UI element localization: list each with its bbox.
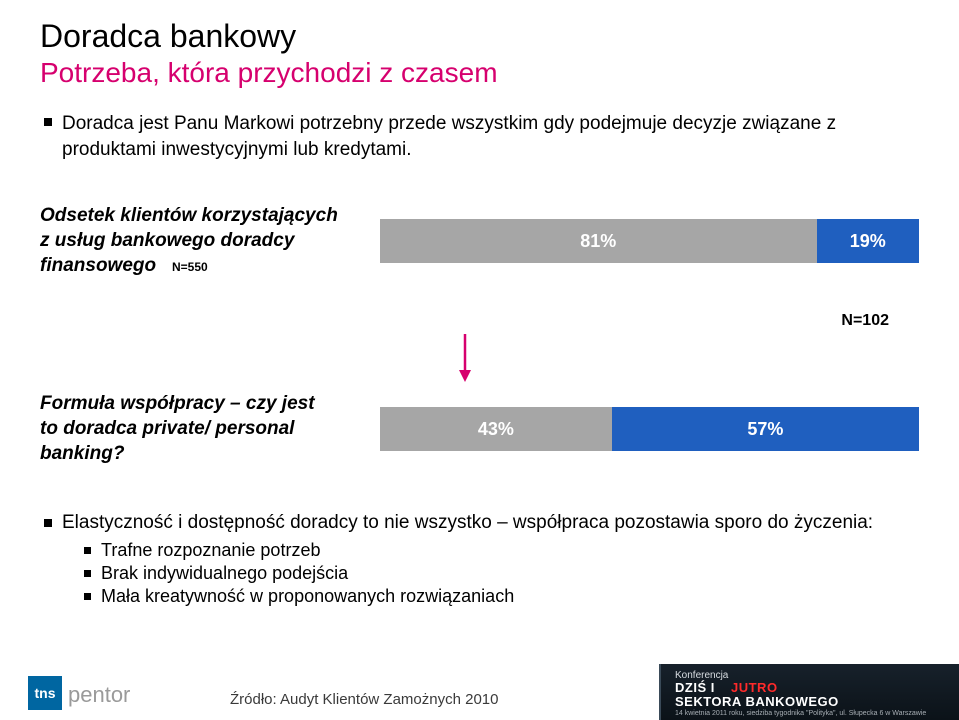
n102-text: N=102 — [841, 312, 889, 330]
chart1-n-label: N=550 — [172, 260, 208, 274]
tns-logo-square: tns — [28, 676, 62, 710]
chart1-segment-0-value: 81% — [580, 231, 616, 252]
intro-text: Doradca jest Panu Markowi potrzebny prze… — [62, 111, 919, 162]
square-bullet-icon — [84, 570, 91, 577]
banner-line1a: DZIŚ I — [675, 680, 715, 695]
chart1-bar: 81% 19% — [380, 219, 919, 263]
chart1-label-line1: Odsetek klientów korzystających — [40, 205, 338, 226]
chart1-label: Odsetek klientów korzystających z usług … — [40, 204, 380, 278]
outro-lead-text: Elastyczność i dostępność doradcy to nie… — [62, 512, 873, 534]
chart1-segment-1: 19% — [817, 219, 919, 263]
page-subtitle: Potrzeba, która przychodzi z czasem — [40, 57, 919, 89]
chart2-segment-1: 57% — [612, 407, 919, 451]
outro-subitem-text-2: Mała kreatywność w proponowanych rozwiąz… — [101, 586, 514, 607]
chart1-segment-0: 81% — [380, 219, 817, 263]
intro-bullet-line: Doradca jest Panu Markowi potrzebny prze… — [44, 111, 919, 162]
slide-root: Doradca bankowy Potrzeba, która przychod… — [0, 0, 959, 720]
chart2-block: Formuła współpracy – czy jest to doradca… — [40, 392, 919, 466]
chart2-segment-0: 43% — [380, 407, 612, 451]
chart2-bar: 43% 57% — [380, 407, 919, 451]
chart1-segment-1-value: 19% — [850, 231, 886, 252]
banner-line2: SEKTORA BANKOWEGO — [675, 694, 839, 709]
chart2-label-line1: Formuła współpracy – czy jest — [40, 393, 315, 414]
banner-line1b: JUTRO — [731, 680, 778, 695]
page-title: Doradca bankowy — [40, 18, 919, 55]
logo-word: pentor — [68, 682, 130, 708]
chart1-block: Odsetek klientów korzystających z usług … — [40, 204, 919, 278]
chart2-segment-0-value: 43% — [478, 419, 514, 440]
outro-block: Elastyczność i dostępność doradcy to nie… — [40, 512, 919, 607]
square-bullet-icon — [84, 547, 91, 554]
outro-subitem: Trafne rozpoznanie potrzeb — [84, 540, 919, 561]
outro-lead-line: Elastyczność i dostępność doradcy to nie… — [44, 512, 919, 534]
banner-date: 14 kwietnia 2011 roku, siedziba tygodnik… — [675, 710, 926, 717]
chart2-label-line3: banking? — [40, 443, 124, 464]
chart2-label: Formuła współpracy – czy jest to doradca… — [40, 392, 380, 466]
footer-banner: Konferencja DZIŚ I JUTRO SEKTORA BANKOWE… — [659, 664, 959, 720]
outro-subitem-text-0: Trafne rozpoznanie potrzeb — [101, 540, 320, 561]
footer-source: Źródło: Audyt Klientów Zamożnych 2010 — [230, 691, 498, 708]
outro-sublist: Trafne rozpoznanie potrzeb Brak indywidu… — [44, 540, 919, 607]
outro-subitem-text-1: Brak indywidualnego podejścia — [101, 563, 348, 584]
chart2-label-line2: to doradca private/ personal — [40, 418, 294, 439]
n102-callout: N=102 — [40, 312, 919, 382]
square-bullet-icon — [44, 118, 52, 126]
chart2-segment-1-value: 57% — [747, 419, 783, 440]
square-bullet-icon — [84, 593, 91, 600]
outro-subitem: Mała kreatywność w proponowanych rozwiąz… — [84, 586, 919, 607]
intro-block: Doradca jest Panu Markowi potrzebny prze… — [40, 111, 919, 162]
chart1-label-line3: finansowego — [40, 255, 156, 276]
footer-logo: tns pentor — [28, 676, 130, 710]
chart1-label-line2: z usług bankowego doradcy — [40, 230, 294, 251]
footer: tns pentor Źródło: Audyt Klientów Zamożn… — [0, 664, 959, 720]
outro-subitem: Brak indywidualnego podejścia — [84, 563, 919, 584]
arrow-down-icon — [457, 334, 473, 382]
square-bullet-icon — [44, 519, 52, 527]
